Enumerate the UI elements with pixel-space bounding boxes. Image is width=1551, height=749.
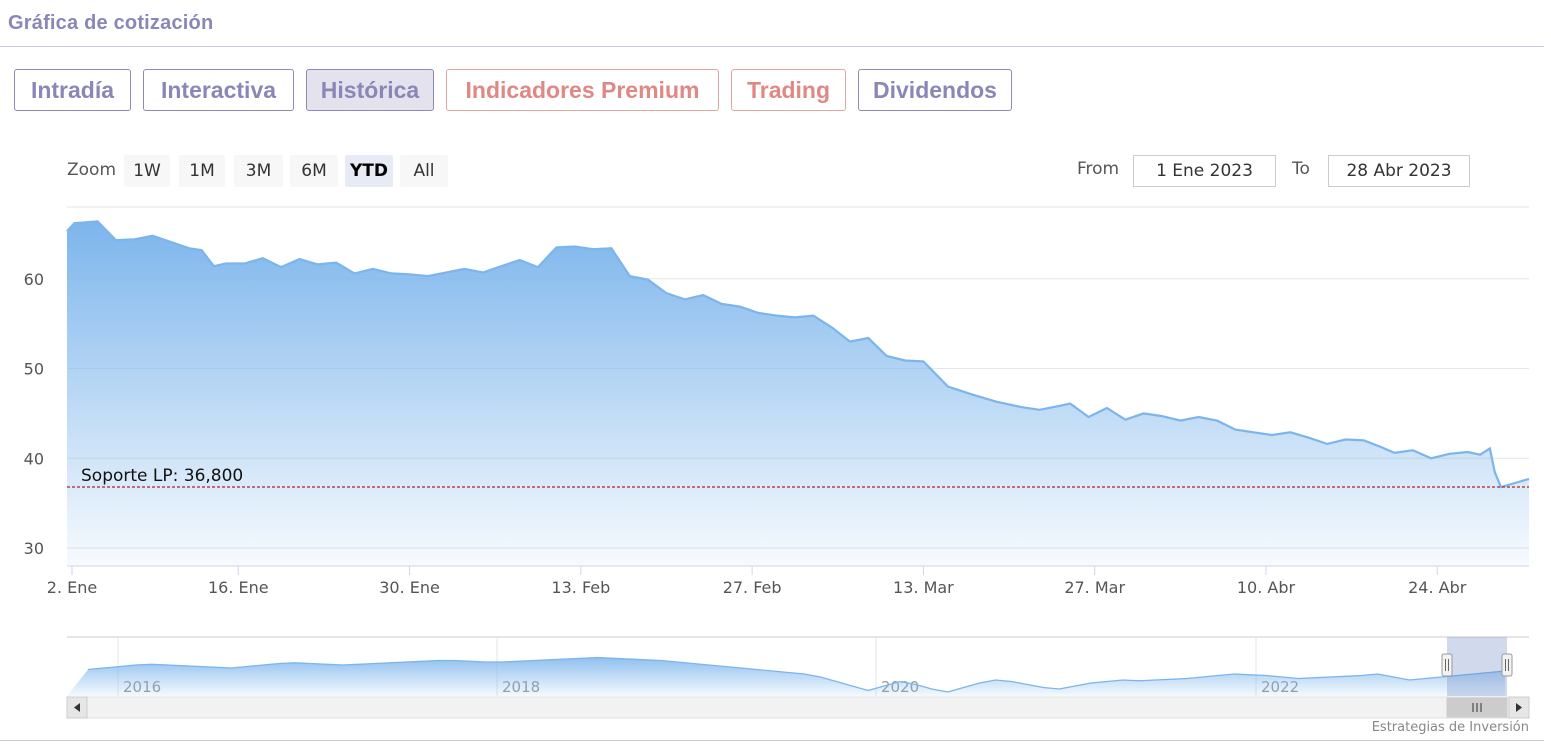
handle-body <box>1501 653 1513 677</box>
title-divider <box>0 46 1544 47</box>
zoom-3m-button[interactable]: 3M <box>234 155 283 187</box>
price-chart: 30 40 50 60 2. Ene 16. Ene 30. Ene 13. Feb 27. … <box>24 206 1530 719</box>
tab-indicadores-premium[interactable]: Indicadores Premium <box>446 69 719 111</box>
zoom-label: Zoom <box>67 160 117 180</box>
y-axis: 30 40 50 60 <box>24 270 44 558</box>
navigator-selection <box>1447 637 1507 696</box>
y-tick-label: 30 <box>24 539 44 558</box>
x-tick-label: 24. Abr <box>1408 578 1467 597</box>
navigator-line <box>87 656 1506 693</box>
support-line-group: Soporte LP: 36,800 <box>67 466 1529 488</box>
x-tick-label: 13. Mar <box>893 578 954 597</box>
navigator-right-handle[interactable] <box>1501 653 1513 677</box>
tab-historica[interactable]: Histórica <box>306 69 434 111</box>
series-line <box>66 220 1530 489</box>
y-tick-label: 50 <box>24 360 44 379</box>
series-area <box>67 221 1529 566</box>
tab-interactiva[interactable]: Interactiva <box>143 69 294 111</box>
page-title: Gráfica de cotización <box>8 12 214 34</box>
x-tick-label: 16. Ene <box>208 578 269 597</box>
zoom-1w-button[interactable]: 1W <box>124 155 170 187</box>
navigator: 2016201820202022 <box>66 636 1530 719</box>
navigator-left-handle[interactable] <box>1441 653 1453 677</box>
x-tick-label: 10. Abr <box>1237 578 1296 597</box>
from-date-input[interactable]: 1 Ene 2023 <box>1133 155 1276 187</box>
arrow-left-icon <box>74 703 80 712</box>
tab-trading[interactable]: Trading <box>731 69 846 111</box>
to-date-input[interactable]: 28 Abr 2023 <box>1328 155 1470 187</box>
credit-text: Estrategias de Inversión <box>1371 720 1529 735</box>
bottom-divider <box>0 740 1544 741</box>
y-tick-label: 60 <box>24 270 44 289</box>
x-tick-label: 27. Feb <box>723 578 782 597</box>
arrow-right-icon <box>1516 703 1522 712</box>
x-tick-label: 13. Feb <box>551 578 610 597</box>
zoom-all-button[interactable]: All <box>400 155 448 187</box>
x-axis: 2. Ene 16. Ene 30. Ene 13. Feb 27. Feb 13. Ma… <box>47 565 1529 597</box>
y-tick-label: 40 <box>24 449 44 468</box>
support-line-label: Soporte LP: 36,800 <box>81 466 243 486</box>
zoom-ytd-button[interactable]: YTD <box>345 155 393 187</box>
x-tick-label: 30. Ene <box>379 578 440 597</box>
plot-area <box>66 220 1530 566</box>
x-tick-label: 27. Mar <box>1064 578 1125 597</box>
x-tick-label: 2. Ene <box>47 578 97 597</box>
navigator-area <box>67 657 1505 696</box>
zoom-1m-button[interactable]: 1M <box>179 155 225 187</box>
scrollbar-track[interactable] <box>66 696 1530 719</box>
zoom-6m-button[interactable]: 6M <box>290 155 338 187</box>
from-label: From <box>1077 159 1120 179</box>
tab-intradia[interactable]: Intradía <box>14 69 131 111</box>
to-label: To <box>1292 159 1310 179</box>
handle-body <box>1441 653 1453 677</box>
tab-dividendos[interactable]: Dividendos <box>858 69 1012 111</box>
